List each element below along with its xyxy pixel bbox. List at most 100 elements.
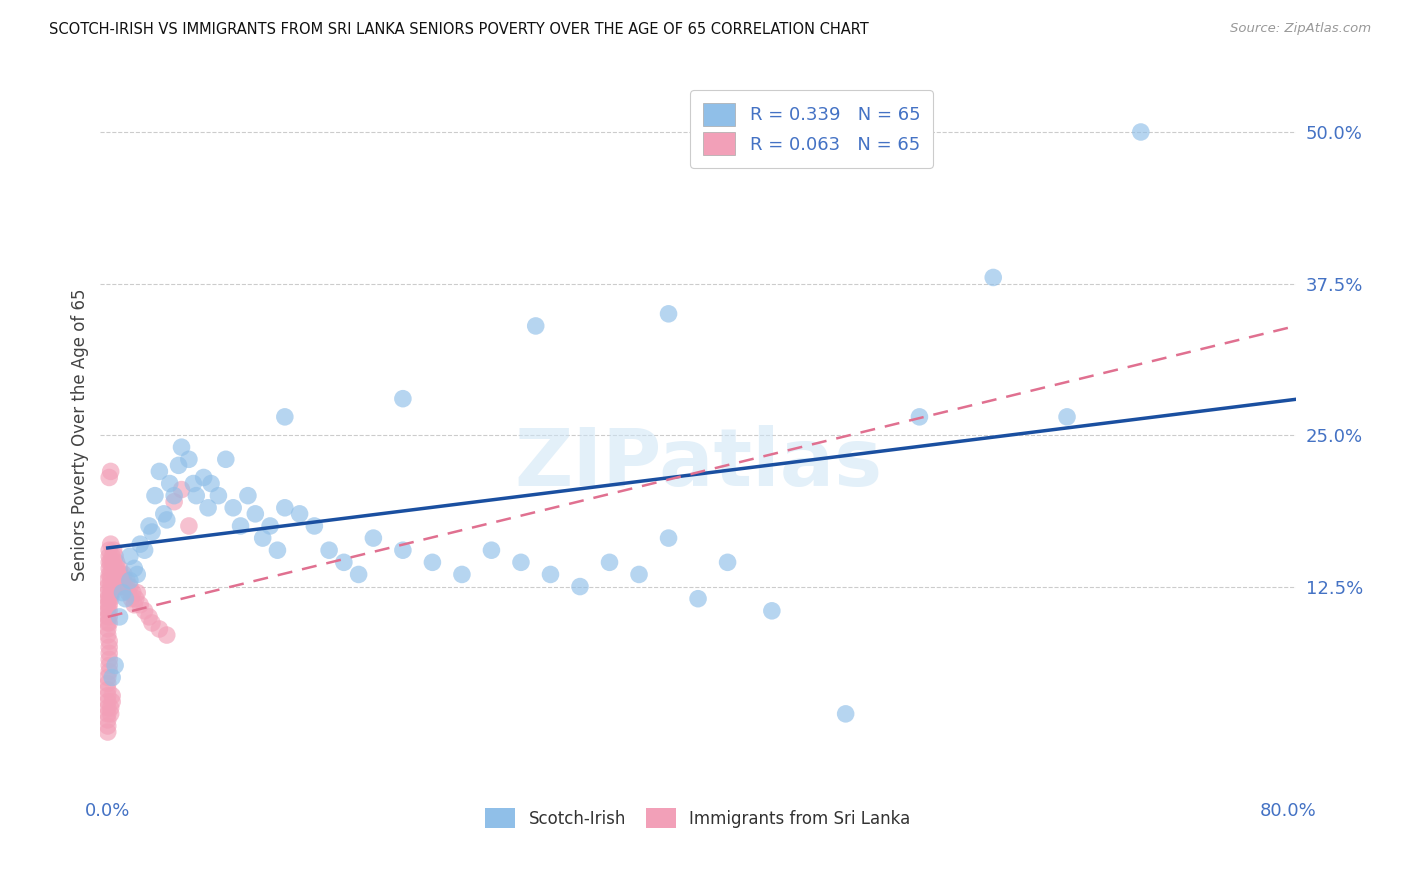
Point (148, 622, 170, 636)
Point (716, 555, 738, 569)
Point (540, 567, 562, 582)
Point (97, 706, 120, 721)
Point (163, 494, 186, 508)
Point (98, 610, 121, 624)
Point (97, 591, 120, 606)
Point (124, 598, 146, 612)
Point (159, 476, 181, 491)
Point (97, 700, 120, 714)
Point (117, 585, 139, 599)
Point (107, 567, 129, 582)
Point (167, 458, 190, 473)
Point (110, 567, 132, 582)
Point (111, 574, 134, 588)
Point (112, 567, 135, 582)
Point (115, 574, 138, 588)
Point (101, 689, 124, 703)
Point (98, 604, 121, 618)
Point (186, 489, 208, 503)
Point (222, 500, 245, 515)
Point (104, 574, 127, 588)
Point (103, 580, 125, 594)
Point (97, 682, 120, 697)
Point (97, 676, 120, 690)
Point (1056, 409, 1078, 424)
Point (101, 695, 124, 709)
Point (510, 555, 533, 569)
Point (97, 628, 120, 642)
Point (288, 507, 311, 521)
Point (229, 519, 252, 533)
Point (207, 489, 229, 503)
Point (599, 555, 621, 569)
Point (98, 652, 121, 666)
Point (114, 580, 136, 594)
Point (98, 591, 121, 606)
Point (569, 580, 592, 594)
Point (97, 574, 120, 588)
Point (318, 543, 340, 558)
Point (98, 658, 121, 673)
Point (97, 604, 120, 618)
Point (245, 507, 267, 521)
Point (177, 452, 200, 467)
Point (118, 574, 141, 588)
Point (100, 555, 122, 569)
Point (274, 409, 297, 424)
Point (124, 561, 146, 575)
Point (98, 640, 121, 655)
Point (97, 622, 120, 636)
Point (761, 604, 783, 618)
Point (304, 519, 326, 533)
Point (125, 591, 148, 606)
Point (686, 591, 709, 606)
Point (100, 700, 122, 714)
Point (215, 452, 238, 467)
Point (97, 713, 120, 727)
Point (100, 706, 122, 721)
Point (451, 567, 474, 582)
Point (103, 543, 125, 558)
Point (183, 476, 205, 491)
Point (143, 489, 166, 503)
Point (200, 476, 222, 491)
Point (193, 470, 215, 484)
Legend: Scotch-Irish, Immigrants from Sri Lanka: Scotch-Irish, Immigrants from Sri Lanka (479, 802, 917, 834)
Point (422, 555, 444, 569)
Point (98, 615, 121, 630)
Point (98, 646, 121, 660)
Point (98, 598, 121, 612)
Point (105, 555, 128, 569)
Point (100, 574, 122, 588)
Point (153, 507, 176, 521)
Point (908, 409, 931, 424)
Point (97, 695, 120, 709)
Point (98, 549, 121, 564)
Text: ZIPatlas: ZIPatlas (515, 425, 882, 503)
Point (103, 555, 125, 569)
Point (266, 543, 288, 558)
Point (134, 604, 156, 618)
Point (98, 555, 121, 569)
Point (101, 671, 124, 685)
Point (101, 549, 124, 564)
Point (141, 615, 163, 630)
Point (104, 658, 127, 673)
Point (97, 725, 120, 739)
Point (274, 500, 297, 515)
Point (170, 483, 193, 497)
Point (111, 580, 134, 594)
Point (252, 531, 274, 545)
Point (138, 610, 160, 624)
Point (118, 580, 141, 594)
Point (111, 585, 134, 599)
Point (98, 470, 121, 484)
Point (138, 519, 160, 533)
Point (628, 567, 651, 582)
Point (163, 489, 186, 503)
Point (134, 543, 156, 558)
Point (148, 464, 170, 478)
Point (524, 318, 547, 333)
Point (97, 689, 120, 703)
Point (156, 628, 179, 642)
